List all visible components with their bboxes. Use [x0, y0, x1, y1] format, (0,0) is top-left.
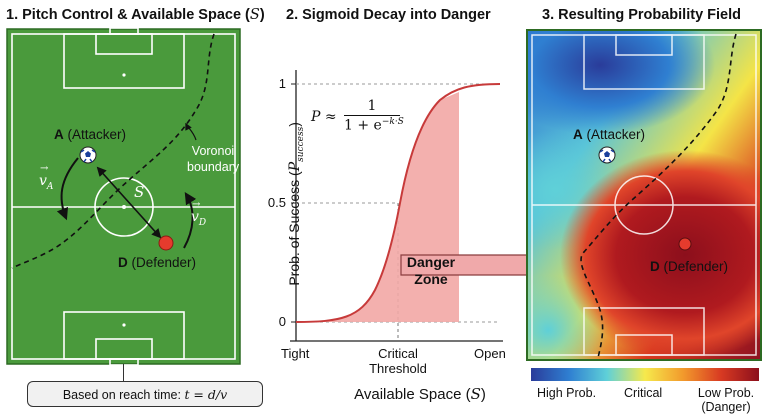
space-label: S	[134, 183, 145, 201]
pitch-markings-overlay	[531, 34, 757, 356]
x-axis-label: Available Space (S)	[354, 385, 486, 403]
velocity-a-label: → vA	[39, 163, 54, 192]
legend-high: High Prob.	[537, 386, 597, 400]
colorbar	[531, 368, 759, 381]
y-tick-0: 0	[278, 314, 286, 329]
ball-icon	[598, 146, 616, 164]
reach-time-note: Based on reach time: t = d/v	[27, 381, 263, 407]
space-arrow	[96, 166, 162, 239]
x-tick-open: Open	[474, 346, 506, 361]
defender-label-heatmap: D (Defender)	[650, 259, 729, 274]
defender-dot-icon	[158, 235, 174, 251]
velocity-a-arrow	[56, 157, 79, 221]
defender-label: D (Defender)	[118, 255, 197, 270]
defender-dot-icon	[678, 237, 692, 251]
attacker-label: A (Attacker)	[54, 127, 127, 142]
danger-zone-label: Danger Zone	[406, 254, 456, 287]
x-tick-tight: Tight	[281, 346, 310, 361]
panel2-title: 2. Sigmoid Decay into Danger	[286, 7, 491, 23]
y-tick-1: 1	[278, 76, 286, 91]
velocity-d-label: → vD	[191, 199, 207, 228]
velocity-d-arrow	[183, 191, 197, 249]
attacker-label-heatmap: A (Attacker)	[573, 127, 646, 142]
panel1-title: 1. Pitch Control & Available Space (S)	[6, 7, 265, 23]
voronoi-boundary-overlay	[580, 33, 737, 359]
legend-critical: Critical	[624, 386, 663, 400]
panel3-title: 3. Resulting Probability Field	[542, 7, 741, 23]
sigmoid-curve	[295, 83, 501, 323]
voronoi-label: Voronoi boundary	[187, 144, 240, 174]
x-tick-critical: Critical Threshold	[369, 346, 427, 376]
ball-icon	[79, 146, 97, 164]
y-tick-0.5: 0.5	[267, 195, 286, 210]
legend-low: Low Prob. (Danger)	[697, 386, 755, 414]
